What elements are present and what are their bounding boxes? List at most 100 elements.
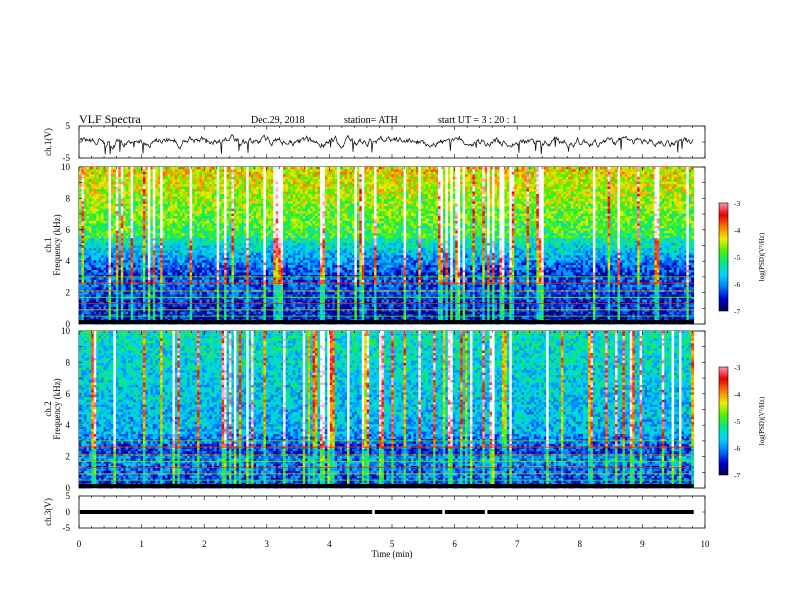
spectrogram-cell [315, 187, 318, 190]
spectrogram-cell [133, 172, 136, 175]
spectrogram-cell [322, 189, 325, 192]
spectrogram-cell [667, 192, 670, 195]
spectrogram-cell [401, 196, 404, 199]
spectrogram-cell [113, 169, 116, 172]
spectrogram-cell [566, 177, 569, 180]
spectrogram-cell [686, 169, 689, 172]
spectrogram-cell [556, 199, 559, 202]
spectrogram-cell [514, 201, 517, 204]
spectrogram-cell [293, 189, 296, 192]
spectrogram-cell [145, 192, 148, 195]
spectrogram-cell [236, 194, 239, 197]
spectrogram-cell [199, 187, 202, 190]
spectrogram-cell [116, 194, 119, 197]
spectrogram-cell [426, 179, 429, 182]
spectrogram-cell [372, 201, 375, 204]
spectrogram-cell [595, 169, 598, 172]
spectrogram-cell [163, 194, 166, 197]
spectrogram-cell [512, 211, 515, 214]
spectrogram-cell [327, 174, 330, 177]
spectrogram-cell [487, 182, 490, 185]
spectrogram-cell [657, 169, 660, 172]
spectrogram-cell [396, 194, 399, 197]
spectrogram-cell [219, 174, 222, 177]
spectrogram-cell [551, 189, 554, 192]
spectrogram-cell [669, 211, 672, 214]
spectrogram-cell [131, 184, 134, 187]
spectrogram-cell [681, 187, 684, 190]
spectrogram-cell [632, 196, 635, 199]
spectrogram-cell [113, 192, 116, 195]
spectrogram-cell [165, 177, 168, 180]
spectrogram-cell [691, 177, 694, 180]
spectrogram-cell [610, 177, 613, 180]
spectrogram-cell [657, 201, 660, 204]
spectrogram-cell [209, 187, 212, 190]
spectrogram-cell [689, 199, 692, 202]
spectrogram-cell [551, 194, 554, 197]
spectrogram-cell [549, 187, 552, 190]
spectrogram-cell [364, 179, 367, 182]
spectrogram-cell [335, 206, 338, 209]
spectrogram-cell [399, 189, 402, 192]
spectrogram-cell [379, 199, 382, 202]
spectrogram-cell [94, 211, 97, 214]
spectrogram-cell [305, 174, 308, 177]
spectrogram-cell [406, 172, 409, 175]
spectrogram-cell [583, 204, 586, 207]
spectrogram-cell [477, 174, 480, 177]
spectrogram-cell [630, 204, 633, 207]
spectrogram-cell [610, 167, 613, 170]
spectrogram-cell [123, 211, 126, 214]
spectrogram-cell [349, 184, 352, 187]
spectrogram-cell [190, 209, 193, 212]
spectrogram-cell [485, 177, 488, 180]
spectrogram-cell [558, 199, 561, 202]
spectrogram-cell [123, 172, 126, 175]
spectrogram-cell [318, 179, 321, 182]
spectrogram-cell [465, 209, 468, 212]
spectrogram-cell [165, 174, 168, 177]
spectrogram-cell [349, 206, 352, 209]
spectrogram-cell [207, 167, 210, 170]
spectrogram-cell [84, 196, 87, 199]
spectrogram-cell [288, 209, 291, 212]
spectrogram-cell [613, 211, 616, 214]
spectrogram-cell [443, 182, 446, 185]
spectrogram-cell [94, 194, 97, 197]
spectrogram-cell [300, 174, 303, 177]
spectrogram-cell [686, 182, 689, 185]
spectrogram-cell [423, 192, 426, 195]
spectrogram-cell [286, 184, 289, 187]
spectrogram-cell [293, 199, 296, 202]
spectrogram-cell [514, 182, 517, 185]
spectrogram-cell [133, 211, 136, 214]
spectrogram-cell [192, 182, 195, 185]
spectrogram-cell [406, 177, 409, 180]
spectrogram-cell [615, 192, 618, 195]
spectrogram-cell [315, 194, 318, 197]
spectrogram-cell [276, 194, 279, 197]
spectrogram-cell [571, 204, 574, 207]
spectrogram-cell [99, 184, 102, 187]
spectrogram-cell [109, 204, 112, 207]
spectrogram-cell [116, 182, 119, 185]
spectrogram-cell [590, 167, 593, 170]
spectrogram-cell [113, 204, 116, 207]
spectrogram-cell [320, 196, 323, 199]
spectrogram-cell [283, 177, 286, 180]
spectrogram-cell [354, 206, 357, 209]
spectrogram-cell [445, 194, 448, 197]
spectrogram-cell [558, 169, 561, 172]
spectrogram-cell [448, 179, 451, 182]
spectrogram-cell [590, 192, 593, 195]
spectrogram-cell [310, 206, 313, 209]
spectrogram-cell [281, 196, 284, 199]
spectrogram-cell [610, 209, 613, 212]
spectrogram-cell [386, 211, 389, 214]
spectrogram-cell [418, 201, 421, 204]
spectrogram-cell [618, 167, 621, 170]
spectrogram-cell [185, 182, 188, 185]
spectrogram-cell [172, 211, 175, 214]
spectrogram-cell [187, 206, 190, 209]
